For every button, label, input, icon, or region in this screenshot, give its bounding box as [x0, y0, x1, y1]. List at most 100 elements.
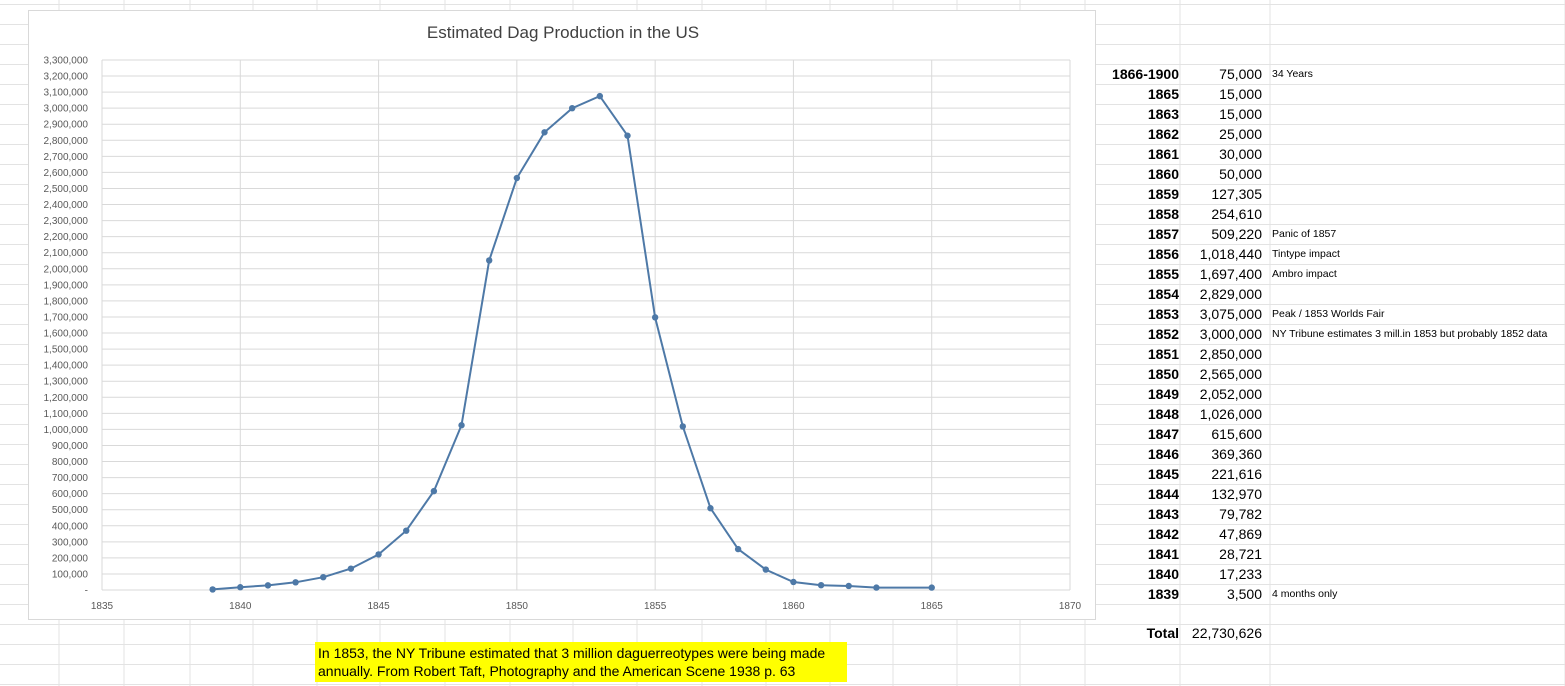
data-point[interactable]: [403, 527, 410, 534]
y-tick-label: -: [85, 586, 88, 597]
table-value-cell[interactable]: 3,500: [1226, 586, 1262, 602]
table-value-cell[interactable]: 25,000: [1219, 126, 1262, 142]
table-row: 1856 1,018,440 Tintype impact: [1097, 244, 1565, 264]
table-value-cell[interactable]: 1,026,000: [1199, 406, 1262, 422]
table-note-cell[interactable]: 34 Years: [1272, 68, 1313, 80]
table-note-cell[interactable]: Ambro impact: [1272, 268, 1337, 280]
table-value-cell[interactable]: 15,000: [1219, 86, 1262, 102]
data-point[interactable]: [375, 551, 382, 558]
data-point[interactable]: [817, 581, 825, 589]
data-point[interactable]: [596, 92, 604, 100]
table-value-cell[interactable]: 17,233: [1219, 566, 1262, 582]
data-point[interactable]: [209, 586, 216, 593]
table-year-cell[interactable]: 1848: [1147, 406, 1179, 422]
table-value-cell[interactable]: 75,000: [1219, 66, 1262, 82]
table-value-cell[interactable]: 2,565,000: [1199, 366, 1262, 382]
table-year-cell[interactable]: 1858: [1147, 206, 1179, 222]
table-year-cell[interactable]: 1862: [1147, 126, 1179, 142]
data-point[interactable]: [873, 584, 880, 591]
table-year-cell[interactable]: 1859: [1147, 186, 1179, 202]
table-note-cell[interactable]: 4 months only: [1272, 588, 1338, 600]
table-year-cell[interactable]: 1843: [1147, 506, 1179, 522]
table-year-cell[interactable]: 1839: [1147, 586, 1179, 602]
table-value-cell[interactable]: 79,782: [1219, 506, 1262, 522]
data-point[interactable]: [845, 582, 852, 590]
table-year-cell[interactable]: 1846: [1147, 446, 1179, 462]
table-year-cell[interactable]: 1851: [1147, 346, 1179, 362]
data-point[interactable]: [320, 573, 327, 581]
data-point[interactable]: [568, 104, 576, 112]
table-year-cell[interactable]: 1842: [1147, 526, 1179, 542]
table-value-cell[interactable]: 2,829,000: [1199, 286, 1262, 302]
data-point[interactable]: [762, 566, 769, 573]
y-tick-label: 2,600,000: [44, 168, 89, 179]
table-year-cell[interactable]: 1852: [1147, 326, 1179, 342]
table-year-cell[interactable]: 1849: [1147, 386, 1179, 402]
table-year-cell[interactable]: 1863: [1147, 106, 1179, 122]
table-value-cell[interactable]: 28,721: [1219, 546, 1262, 562]
total-label[interactable]: Total: [1146, 625, 1179, 641]
table-value-cell[interactable]: 1,018,440: [1199, 246, 1262, 262]
chart-area[interactable]: 3,300,000 3,200,000 3,100,000 3,000,000 2,90…: [28, 10, 1096, 620]
table-year-cell[interactable]: 1841: [1147, 546, 1179, 562]
table-row: 1857 509,220 Panic of 1857: [1097, 224, 1565, 244]
table-value-cell[interactable]: 3,075,000: [1199, 306, 1262, 322]
table-year-cell[interactable]: 1844: [1147, 486, 1179, 502]
table-note-cell[interactable]: NY Tribune estimates 3 mill.in 1853 but …: [1272, 328, 1548, 340]
table-year-cell[interactable]: 1860: [1147, 166, 1179, 182]
table-value-cell[interactable]: 509,220: [1211, 226, 1262, 242]
table-year-cell[interactable]: 1856: [1147, 246, 1179, 262]
table-year-cell[interactable]: 1861: [1147, 146, 1179, 162]
table-year-cell[interactable]: 1865: [1147, 86, 1179, 102]
y-tick-label: 2,300,000: [44, 216, 89, 227]
data-point[interactable]: [541, 129, 548, 136]
table-value-cell[interactable]: 132,970: [1211, 486, 1262, 502]
data-point[interactable]: [928, 584, 935, 591]
table-year-cell[interactable]: 1866-1900: [1112, 66, 1179, 82]
table-year-cell[interactable]: 1847: [1147, 426, 1179, 442]
total-value[interactable]: 22,730,626: [1191, 625, 1262, 641]
table-year-cell[interactable]: 1845: [1147, 466, 1179, 482]
source-note-line-1: In 1853, the NY Tribune estimated that 3…: [318, 645, 826, 661]
table-value-cell[interactable]: 15,000: [1219, 106, 1262, 122]
table-year-cell[interactable]: 1854: [1147, 286, 1179, 302]
table-value-cell[interactable]: 221,616: [1211, 466, 1262, 482]
table-value-cell[interactable]: 2,850,000: [1199, 346, 1262, 362]
table-value-cell[interactable]: 30,000: [1219, 146, 1262, 162]
table-year-cell[interactable]: 1850: [1147, 366, 1179, 382]
table-value-cell[interactable]: 2,052,000: [1199, 386, 1262, 402]
data-point[interactable]: [292, 579, 299, 586]
table-value-cell[interactable]: 254,610: [1211, 206, 1262, 222]
table-year-cell[interactable]: 1853: [1147, 306, 1179, 322]
table-year-cell[interactable]: 1855: [1147, 266, 1179, 282]
table-note-cell[interactable]: Tintype impact: [1272, 248, 1340, 260]
table-note-cell[interactable]: Panic of 1857: [1272, 228, 1337, 240]
data-point[interactable]: [486, 257, 493, 264]
data-point[interactable]: [264, 582, 272, 589]
data-point[interactable]: [679, 423, 686, 430]
data-point[interactable]: [707, 505, 714, 512]
data-point[interactable]: [237, 584, 244, 591]
data-point[interactable]: [513, 174, 521, 182]
y-tick-label: 2,900,000: [44, 120, 89, 131]
y-tick-label: 2,700,000: [44, 152, 89, 163]
table-value-cell[interactable]: 369,360: [1211, 446, 1262, 462]
data-point[interactable]: [458, 422, 465, 429]
table-value-cell[interactable]: 3,000,000: [1199, 326, 1262, 342]
table-year-cell[interactable]: 1857: [1147, 226, 1179, 242]
data-point[interactable]: [734, 545, 742, 553]
data-point[interactable]: [790, 578, 797, 586]
data-point[interactable]: [624, 132, 631, 139]
table-value-cell[interactable]: 1,697,400: [1199, 266, 1262, 282]
table-note-cell[interactable]: Peak / 1853 Worlds Fair: [1272, 308, 1385, 320]
table-value-cell[interactable]: 47,869: [1219, 526, 1262, 542]
data-point[interactable]: [651, 314, 659, 321]
y-tick-label: 1,500,000: [44, 345, 89, 356]
table-value-cell[interactable]: 50,000: [1219, 166, 1262, 182]
data-point[interactable]: [347, 565, 355, 572]
table-year-cell[interactable]: 1840: [1147, 566, 1179, 582]
table-value-cell[interactable]: 615,600: [1211, 426, 1262, 442]
source-note[interactable]: In 1853, the NY Tribune estimated that 3…: [315, 642, 847, 682]
table-value-cell[interactable]: 127,305: [1211, 186, 1262, 202]
data-point[interactable]: [430, 487, 438, 495]
